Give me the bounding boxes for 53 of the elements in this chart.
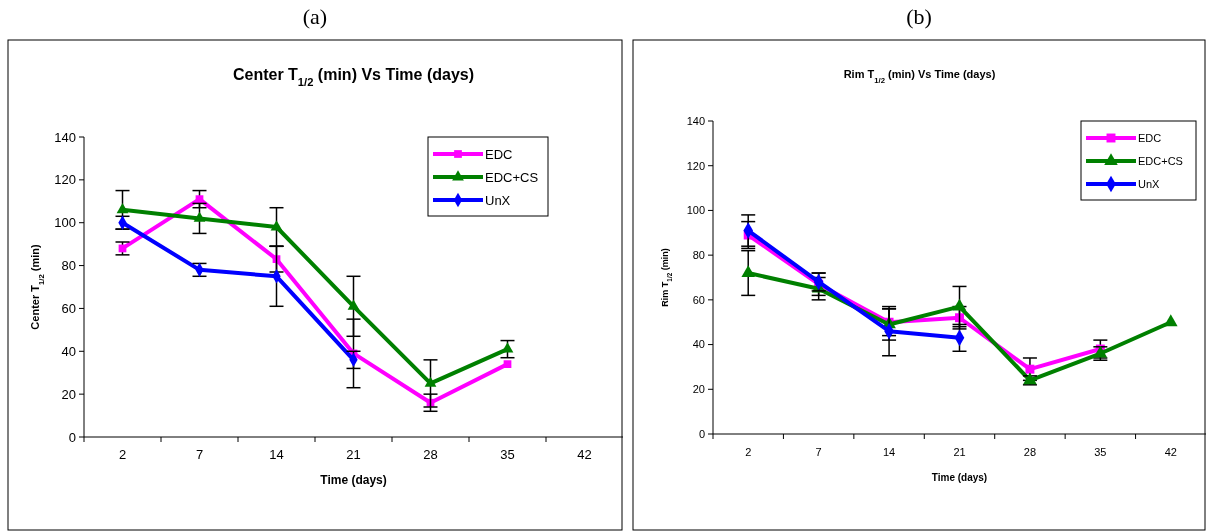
x-tick-label: 14 (269, 447, 284, 462)
y-tick-label: 100 (54, 215, 76, 231)
x-tick-label: 35 (1094, 446, 1107, 458)
x-tick-label: 2 (745, 446, 752, 458)
x-axis-title: Time (days) (320, 473, 387, 487)
chart-title: Center T$_{1/2}$ (min) Vs Time (days) (232, 66, 475, 88)
x-axis-title: Time (days) (931, 472, 988, 483)
x-tick-label: 28 (1023, 446, 1037, 458)
legend-label: EDC (485, 146, 513, 162)
legend-label: EDC+CS (1138, 154, 1183, 167)
y-tick-label: 140 (54, 129, 76, 145)
x-tick-label: 42 (577, 447, 592, 462)
y-tick-label: 60 (61, 300, 76, 316)
chart-title: Rim T$_{1/2}$ (min) Vs Time (days) (843, 68, 996, 85)
point (1163, 314, 1178, 327)
y-tick-label: 0 (698, 427, 705, 440)
point (116, 203, 129, 214)
y-tick-label: 140 (686, 114, 705, 127)
x-tick-label: 21 (953, 446, 966, 458)
point (741, 265, 756, 277)
x-tick-label: 35 (500, 447, 515, 462)
x-tick-label: 28 (423, 447, 438, 462)
y-tick-label: 20 (61, 386, 76, 402)
legend-label: EDC (1138, 131, 1162, 144)
y-tick-label: 100 (686, 204, 705, 217)
point (424, 376, 437, 387)
x-tick-label: 7 (815, 446, 822, 458)
y-tick-label: 80 (61, 258, 76, 274)
point (347, 299, 360, 310)
y-tick-label: 60 (692, 293, 705, 306)
y-tick-label: 0 (68, 429, 76, 445)
y-tick-label: 20 (692, 383, 705, 396)
y-tick-label: 80 (692, 248, 705, 261)
point (270, 220, 283, 231)
text: (a) (302, 4, 328, 29)
y-tick-label: 40 (692, 338, 705, 351)
x-tick-label: 2 (118, 447, 127, 462)
y-tick-label: 120 (54, 172, 76, 188)
point (193, 211, 206, 222)
legend-label: UnX (485, 192, 511, 208)
y-tick-label: 40 (61, 343, 76, 359)
point (503, 360, 512, 369)
x-tick-label: 42 (1164, 446, 1177, 458)
text: (b) (906, 4, 932, 29)
x-tick-label: 14 (882, 446, 896, 458)
point (195, 195, 204, 204)
legend-label: UnX (1138, 177, 1161, 190)
x-tick-label: 7 (195, 447, 204, 462)
y-tick-label: 120 (686, 159, 705, 172)
legend-label: EDC+CS (485, 169, 539, 185)
point (952, 298, 967, 311)
point (1025, 364, 1035, 374)
x-tick-label: 21 (346, 447, 361, 462)
